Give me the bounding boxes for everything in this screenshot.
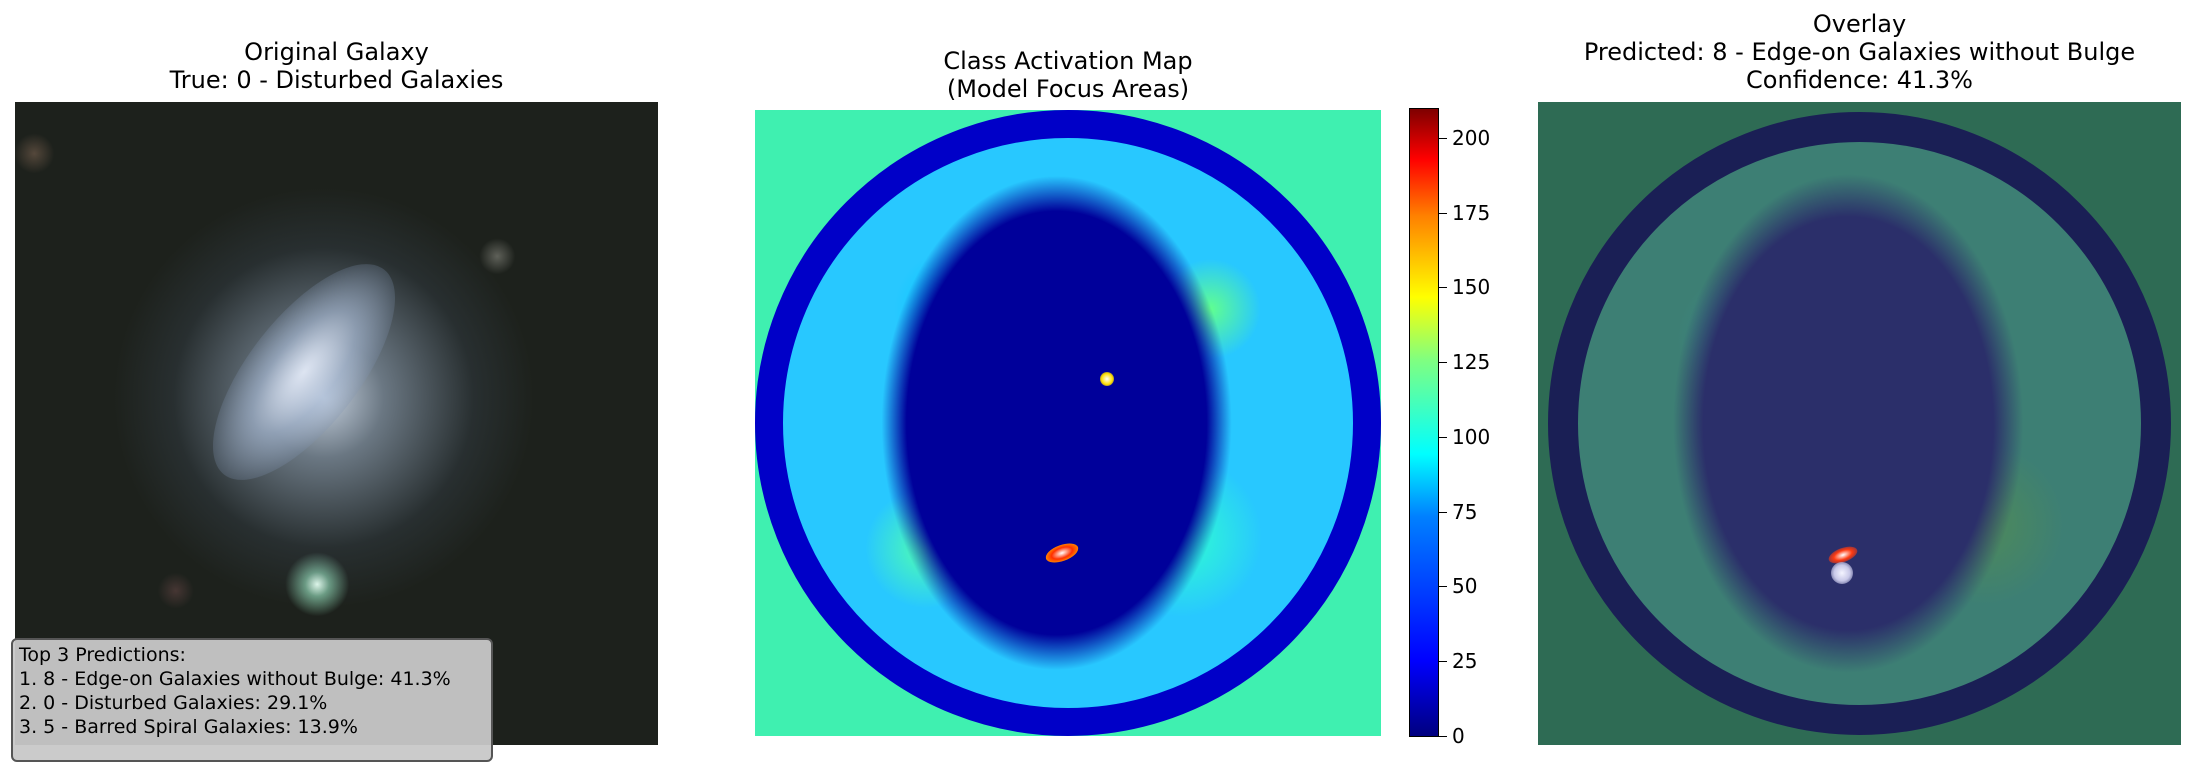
colorbar-tick-label: 0	[1452, 724, 1465, 748]
cam-secondary-spot	[1100, 372, 1114, 386]
cam-panel-title: Class Activation Map (Model Focus Areas)	[755, 47, 1381, 103]
colorbar-tick-mark	[1439, 661, 1447, 663]
colorbar-tick-mark	[1439, 362, 1447, 364]
original-galaxy-image	[15, 102, 658, 745]
colorbar-tick-mark	[1439, 137, 1447, 139]
colorbar-tick-label: 125	[1452, 350, 1491, 375]
top-predictions-box: Top 3 Predictions: 1. 8 - Edge-on Galaxi…	[11, 638, 493, 762]
prediction-item-3: 3. 5 - Barred Spiral Galaxies: 13.9%	[19, 716, 358, 738]
colorbar	[1409, 108, 1439, 737]
overlay-title-line1: Overlay	[1812, 10, 1907, 38]
prediction-item-1: 1. 8 - Edge-on Galaxies without Bulge: 4…	[19, 668, 451, 690]
cam-heat-ring	[755, 110, 1381, 736]
overlay-panel-title: Overlay Predicted: 8 - Edge-on Galaxies …	[1538, 10, 2181, 94]
overlay-star	[1831, 562, 1853, 584]
colorbar-tick-mark	[1439, 736, 1447, 737]
cam-title-line1: Class Activation Map	[943, 47, 1193, 75]
colorbar-tick-mark	[1439, 212, 1447, 214]
cam-title-line2: (Model Focus Areas)	[946, 75, 1190, 103]
prediction-item-2: 2. 0 - Disturbed Galaxies: 29.1%	[19, 692, 328, 714]
class-activation-map	[755, 110, 1381, 736]
overlay-image	[1538, 102, 2181, 745]
predictions-heading: Top 3 Predictions:	[19, 644, 186, 666]
colorbar-tick-label: 200	[1452, 125, 1491, 150]
original-title-line1: Original Galaxy	[244, 38, 429, 66]
colorbar-tick-mark	[1439, 287, 1447, 289]
colorbar-tick-mark	[1439, 436, 1447, 438]
original-panel-title: Original Galaxy True: 0 - Disturbed Gala…	[15, 38, 658, 94]
colorbar-tick-label: 100	[1452, 424, 1491, 449]
colorbar-tick-label: 75	[1452, 499, 1478, 524]
colorbar-tick-mark	[1439, 511, 1447, 513]
original-title-line2: True: 0 - Disturbed Galaxies	[169, 66, 504, 94]
overlay-title-line3: Confidence: 41.3%	[1746, 66, 1973, 94]
colorbar-tick-mark	[1439, 586, 1447, 588]
galaxy-disk	[180, 235, 428, 509]
overlay-heat-ring	[1548, 112, 2171, 735]
colorbar-tick-label: 150	[1452, 275, 1491, 300]
colorbar-tick-label: 50	[1452, 574, 1478, 599]
colorbar-tick-label: 175	[1452, 200, 1491, 225]
overlay-title-line2: Predicted: 8 - Edge-on Galaxies without …	[1583, 38, 2136, 66]
colorbar-tick-label: 25	[1452, 649, 1478, 674]
